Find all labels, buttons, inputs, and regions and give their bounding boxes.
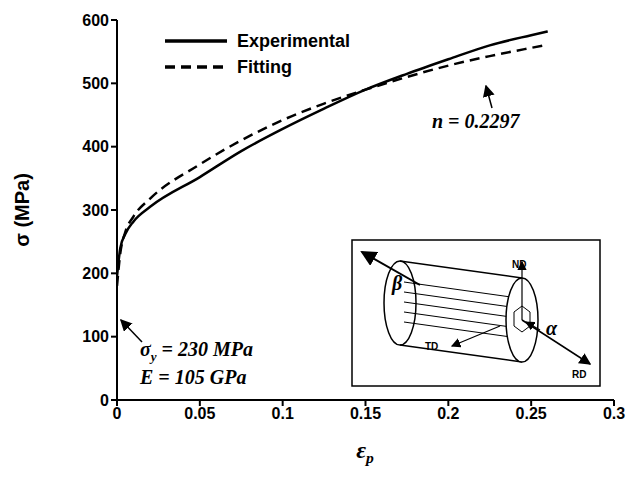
html-text:Experimental: Experimental [237,30,350,51]
svg-text:RD: RD [572,369,586,380]
html-text:Fitting: Fitting [237,56,292,77]
html-text:E = 105 GPa: E = 105 GPa [140,366,247,388]
svg-text:0.3: 0.3 [603,405,625,422]
html-text:σ (MPa): σ (MPa) [10,173,33,247]
svg-text:400: 400 [82,138,109,155]
svg-text:0.1: 0.1 [272,405,294,422]
svg-text:β: β [391,272,403,295]
svg-text:0.05: 0.05 [184,405,215,422]
html-text:n = 0.2297: n = 0.2297 [432,110,520,132]
svg-text:200: 200 [82,265,109,282]
svg-text:0.15: 0.15 [350,405,381,422]
html-text:εp: εp [356,436,374,467]
svg-text:α: α [546,317,558,339]
svg-text:0: 0 [113,405,122,422]
svg-text:500: 500 [82,75,109,92]
html-text:σy= 230 MPa: σy= 230 MPa [140,338,253,364]
svg-text:TD: TD [425,341,438,352]
svg-text:0.25: 0.25 [516,405,547,422]
svg-text:100: 100 [82,328,109,345]
svg-text:300: 300 [82,202,109,219]
svg-text:ND: ND [512,259,526,270]
svg-text:0: 0 [100,392,109,409]
svg-text:0.2: 0.2 [437,405,459,422]
svg-text:600: 600 [82,12,109,29]
